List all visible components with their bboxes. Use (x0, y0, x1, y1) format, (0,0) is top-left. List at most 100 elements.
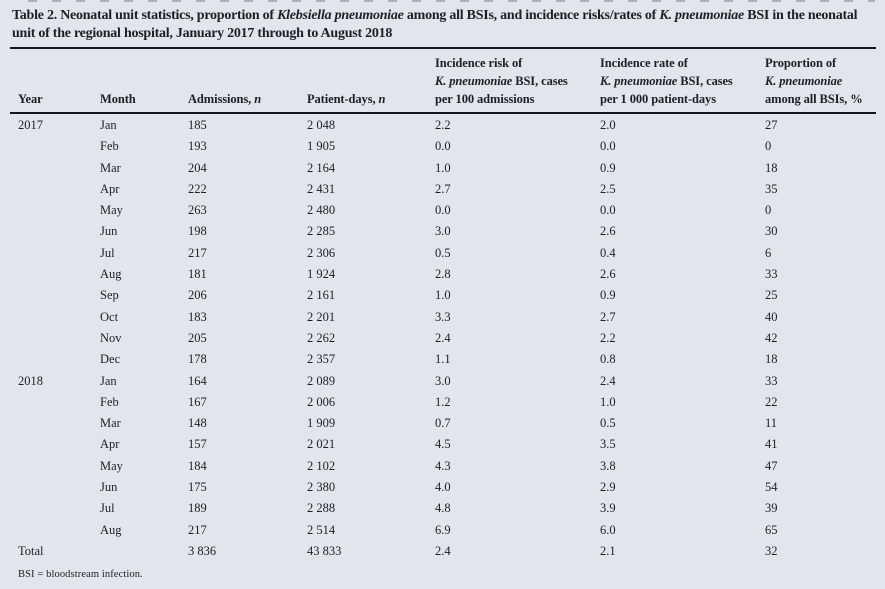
cell-admissions: 148 (188, 416, 207, 431)
cell-year (18, 179, 100, 200)
cell-proportion: 32 (765, 543, 778, 558)
cell-month: Jun (100, 480, 118, 495)
column-header-line: Admissions, n (188, 90, 307, 108)
cell-incidence-rate: 3.8 (600, 458, 616, 473)
cell-incidence-risk: 3.0 (435, 373, 451, 388)
cell-incidence-risk: 2.7 (435, 181, 451, 196)
cell-year: Total (18, 543, 44, 558)
column-header-line: per 1 000 patient-days (600, 90, 765, 108)
cell-month: Aug (100, 267, 122, 282)
cell-month: May (100, 203, 123, 218)
cell-proportion: 47 (765, 458, 778, 473)
cell-incidence-risk: 1.2 (435, 394, 451, 409)
table-row: Feb 167 2 006 1.2 1.0 22 (0, 392, 885, 413)
cell-incidence-rate: 3.9 (600, 501, 616, 516)
cell-incidence-rate: 0.0 (600, 139, 616, 154)
cell-incidence-rate: 2.4 (600, 373, 616, 388)
cell-incidence-risk: 0.0 (435, 203, 451, 218)
table-body: 2017 Jan 185 2 048 2.2 2.0 27 Feb 193 1 905 0.0 0.0… (0, 114, 885, 562)
cell-admissions: 3 836 (188, 543, 217, 558)
cell-month: Mar (100, 416, 121, 431)
column-header-line: Patient-days, n (307, 90, 435, 108)
cell-admissions: 167 (188, 394, 207, 409)
cell-patient-days: 2 089 (307, 373, 336, 388)
cell-year (18, 136, 100, 157)
column-header-line: Incidence rate of (600, 54, 765, 72)
cell-patient-days: 2 288 (307, 501, 336, 516)
cell-incidence-risk: 4.8 (435, 501, 451, 516)
column-header-line: Incidence risk of (435, 54, 600, 72)
cell-patient-days: 2 514 (307, 522, 336, 537)
text-segment: BSI in the neonatal unit of the regional… (12, 8, 858, 41)
table-row: Mar 148 1 909 0.7 0.5 11 (0, 413, 885, 434)
cell-incidence-risk: 2.8 (435, 267, 451, 282)
column-header-line: K. pneumoniae BSI, cases (600, 72, 765, 90)
cell-admissions: 185 (188, 118, 207, 132)
cell-year (18, 392, 100, 413)
table-row: Dec 178 2 357 1.1 0.8 18 (0, 349, 885, 370)
cell-admissions: 205 (188, 330, 207, 345)
cell-incidence-risk: 2.4 (435, 543, 451, 558)
cell-proportion: 42 (765, 330, 778, 345)
cell-incidence-rate: 0.9 (600, 288, 616, 303)
table-row: Jun 198 2 285 3.0 2.6 30 (0, 221, 885, 242)
cell-year (18, 349, 100, 370)
column-header-proportion: Proportion of K. pneumoniae among all BSIs… (765, 54, 875, 108)
cell-proportion: 33 (765, 373, 778, 388)
cell-incidence-risk: 0.7 (435, 416, 451, 431)
cell-admissions: 183 (188, 309, 207, 324)
column-header-patient-days: Patient-days, n (307, 90, 435, 108)
text-segment: Patient-days, (307, 92, 379, 106)
italic-text-segment: K. pneumoniae (600, 74, 678, 88)
cell-month: Apr (100, 437, 120, 452)
text-segment: BSI, cases (677, 74, 733, 88)
cell-proportion: 41 (765, 437, 778, 452)
cell-month: Feb (100, 139, 119, 154)
cell-incidence-risk: 1.0 (435, 288, 451, 303)
cell-incidence-risk: 1.0 (435, 160, 451, 175)
cell-proportion: 25 (765, 288, 778, 303)
cell-admissions: 204 (188, 160, 207, 175)
italic-text-segment: Klebsiella pneumoniae (277, 8, 404, 23)
cell-month: Aug (100, 522, 122, 537)
column-header-line: Month (100, 90, 188, 108)
cell-month: Sep (100, 288, 119, 303)
table-footnote: BSI = bloodstream infection. (18, 569, 143, 581)
cell-proportion: 11 (765, 416, 778, 431)
text-segment: Incidence rate of (600, 56, 688, 70)
column-header-line: Proportion of (765, 54, 875, 72)
header-rule (10, 112, 876, 114)
cell-month: Oct (100, 309, 119, 324)
column-header-incidence-rate: Incidence rate of K. pneumoniae BSI, case… (600, 54, 765, 108)
cell-admissions: 184 (188, 458, 207, 473)
cell-admissions: 181 (188, 267, 207, 282)
cell-month: Mar (100, 160, 121, 175)
cell-year (18, 413, 100, 434)
cell-year (18, 200, 100, 221)
cell-incidence-risk: 2.4 (435, 330, 451, 345)
column-header-line: among all BSIs, % (765, 90, 875, 108)
cell-incidence-rate: 2.7 (600, 309, 616, 324)
cell-month: Jan (100, 118, 117, 132)
cell-year: 2017 (18, 118, 43, 132)
cell-patient-days: 2 201 (307, 309, 336, 324)
cell-incidence-rate: 0.4 (600, 245, 616, 260)
column-header-incidence-risk: Incidence risk of K. pneumoniae BSI, case… (435, 54, 600, 108)
cell-patient-days: 2 262 (307, 330, 336, 345)
cell-month: Apr (100, 181, 120, 196)
table-row: May 263 2 480 0.0 0.0 0 (0, 200, 885, 221)
cell-patient-days: 2 006 (307, 394, 336, 409)
cell-incidence-rate: 2.2 (600, 330, 616, 345)
cell-patient-days: 2 285 (307, 224, 336, 239)
cell-incidence-rate: 2.6 (600, 267, 616, 282)
cell-incidence-rate: 3.5 (600, 437, 616, 452)
cell-incidence-rate: 0.5 (600, 416, 616, 431)
cell-admissions: 222 (188, 181, 207, 196)
text-segment: Year (18, 92, 43, 106)
cell-admissions: 206 (188, 288, 207, 303)
cell-month: Jan (100, 373, 117, 388)
table-row: Jul 189 2 288 4.8 3.9 39 (0, 498, 885, 519)
cell-incidence-risk: 0.5 (435, 245, 451, 260)
cell-patient-days: 2 102 (307, 458, 336, 473)
cell-proportion: 18 (765, 352, 778, 367)
